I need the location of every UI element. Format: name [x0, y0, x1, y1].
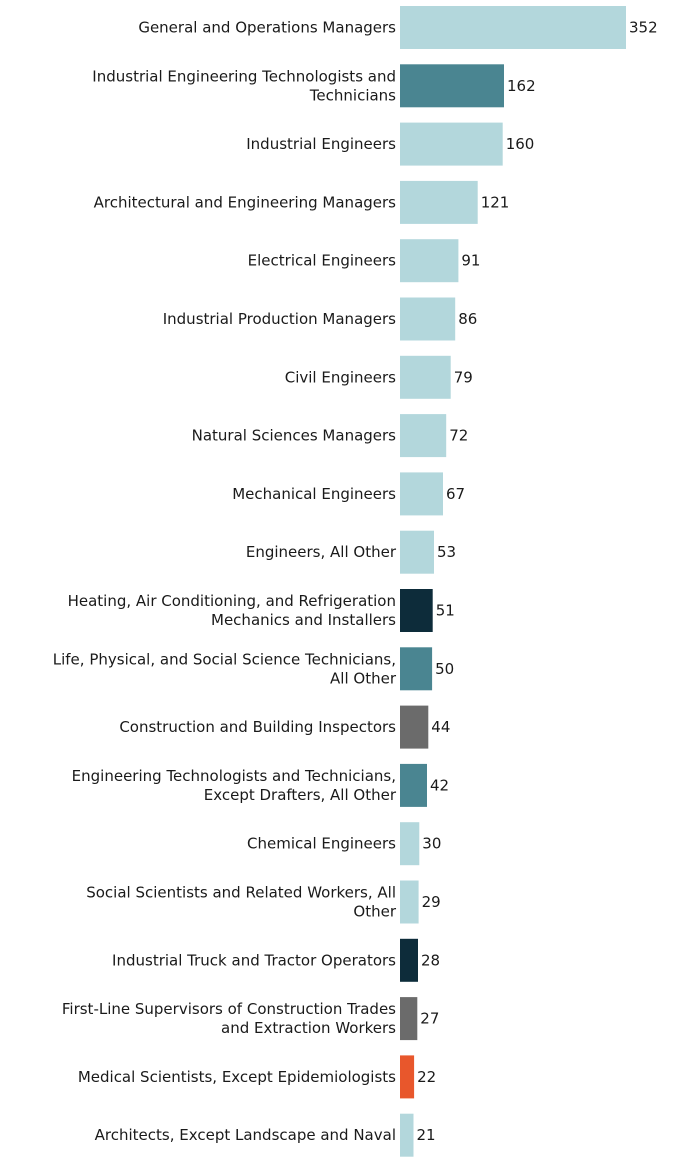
bar-9	[400, 530, 434, 574]
bar-16	[400, 938, 418, 982]
bar-7	[400, 414, 447, 458]
value-label-15: 29	[422, 893, 441, 911]
category-label-8: Mechanical Engineers	[232, 485, 396, 503]
value-label-14: 30	[422, 835, 441, 853]
value-label-8: 67	[446, 485, 465, 503]
value-label-12: 44	[431, 718, 450, 736]
category-label-2: Industrial Engineers	[246, 135, 396, 153]
bar-19	[400, 1113, 414, 1157]
bar-4	[400, 239, 459, 283]
category-label-1: Industrial Engineering Technologists and…	[92, 67, 396, 104]
value-label-11: 50	[435, 660, 454, 678]
category-label-16: Industrial Truck and Tractor Operators	[112, 951, 396, 969]
value-label-2: 160	[506, 135, 535, 153]
value-label-16: 28	[421, 951, 440, 969]
category-label-7: Natural Sciences Managers	[192, 427, 397, 445]
category-label-12: Construction and Building Inspectors	[119, 718, 396, 736]
bar-1	[400, 64, 504, 108]
category-label-4: Electrical Engineers	[248, 252, 397, 270]
category-label-3: Architectural and Engineering Managers	[94, 193, 397, 211]
bar-0	[400, 6, 626, 49]
value-label-1: 162	[507, 77, 536, 95]
value-label-7: 72	[449, 427, 468, 445]
value-label-5: 86	[458, 310, 477, 328]
bar-17	[400, 997, 418, 1041]
category-label-9: Engineers, All Other	[246, 543, 397, 561]
bar-8	[400, 472, 443, 516]
bar-14	[400, 822, 420, 866]
category-label-6: Civil Engineers	[285, 368, 396, 386]
category-label-17: First-Line Supervisors of Construction T…	[62, 1000, 396, 1037]
category-label-5: Industrial Production Managers	[163, 310, 396, 328]
value-label-13: 42	[430, 776, 449, 794]
bar-18	[400, 1055, 415, 1099]
category-label-14: Chemical Engineers	[247, 835, 396, 853]
bar-6	[400, 355, 451, 399]
value-label-19: 21	[417, 1126, 436, 1144]
value-label-4: 91	[461, 252, 480, 270]
bar-10	[400, 589, 433, 632]
bar-15	[400, 880, 419, 924]
value-label-9: 53	[437, 543, 456, 561]
category-label-0: General and Operations Managers	[138, 19, 396, 37]
bar-2	[400, 122, 503, 166]
bar-12	[400, 705, 429, 749]
category-label-11: Life, Physical, and Social Science Techn…	[53, 650, 397, 687]
category-label-18: Medical Scientists, Except Epidemiologis…	[78, 1068, 396, 1086]
value-label-17: 27	[420, 1010, 439, 1028]
value-label-3: 121	[481, 193, 510, 211]
category-label-10: Heating, Air Conditioning, and Refrigera…	[68, 592, 397, 629]
category-label-13: Engineering Technologists and Technician…	[72, 767, 397, 804]
bar-13	[400, 763, 427, 807]
value-label-6: 79	[454, 368, 473, 386]
bar-3	[400, 180, 478, 224]
value-label-0: 352	[629, 19, 658, 37]
bar-5	[400, 297, 456, 341]
category-label-19: Architects, Except Landscape and Naval	[95, 1126, 396, 1144]
category-label-15: Social Scientists and Related Workers, A…	[86, 884, 397, 921]
value-label-18: 22	[417, 1068, 436, 1086]
value-label-10: 51	[436, 602, 455, 620]
bar-11	[400, 647, 433, 691]
